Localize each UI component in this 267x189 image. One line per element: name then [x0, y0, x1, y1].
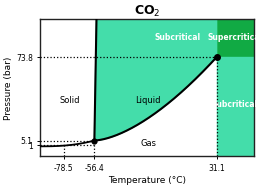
Polygon shape [94, 19, 217, 140]
Y-axis label: Pressure (bar): Pressure (bar) [4, 56, 13, 119]
Polygon shape [217, 19, 254, 57]
Title: CO$_2$: CO$_2$ [134, 4, 160, 19]
Text: Liquid: Liquid [135, 96, 161, 105]
Polygon shape [217, 57, 254, 156]
Text: Gas: Gas [140, 139, 156, 148]
Text: Subcritical: Subcritical [154, 33, 201, 42]
Text: Subcritical: Subcritical [211, 100, 258, 109]
Text: Supercritical: Supercritical [207, 33, 262, 42]
X-axis label: Temperature (°C): Temperature (°C) [108, 176, 186, 185]
Text: Solid: Solid [60, 96, 80, 105]
